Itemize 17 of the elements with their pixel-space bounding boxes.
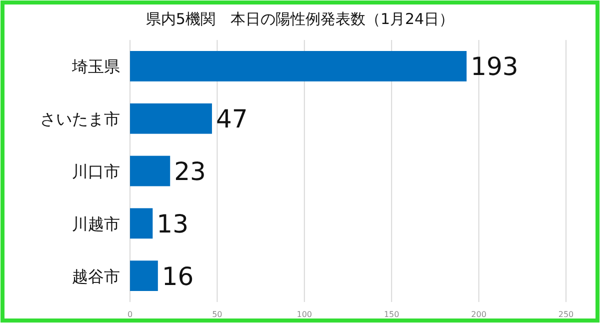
xtick: 0 bbox=[127, 310, 133, 319]
data-label: 16 bbox=[162, 262, 194, 291]
title: 県内5機関 本日の陽性例発表数（1月24日） bbox=[146, 10, 454, 28]
category: 川口市 bbox=[72, 162, 120, 181]
category: 埼玉県 bbox=[72, 57, 120, 76]
category: 越谷市 bbox=[72, 266, 120, 286]
data-label: 23 bbox=[174, 157, 206, 186]
data-label: 47 bbox=[216, 104, 248, 134]
xtick: 50 bbox=[212, 310, 222, 319]
xtick: 250 bbox=[558, 310, 574, 319]
xtick: 100 bbox=[296, 310, 312, 319]
xtick: 200 bbox=[471, 310, 486, 319]
data-label: 193 bbox=[470, 52, 518, 82]
xtick: 150 bbox=[384, 310, 400, 319]
data-label: 13 bbox=[156, 209, 188, 238]
category: さいたま市 bbox=[40, 110, 120, 129]
category: 川越市 bbox=[72, 214, 120, 234]
